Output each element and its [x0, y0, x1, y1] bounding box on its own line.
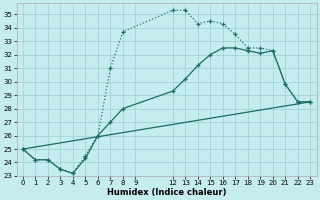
- X-axis label: Humidex (Indice chaleur): Humidex (Indice chaleur): [107, 188, 226, 197]
